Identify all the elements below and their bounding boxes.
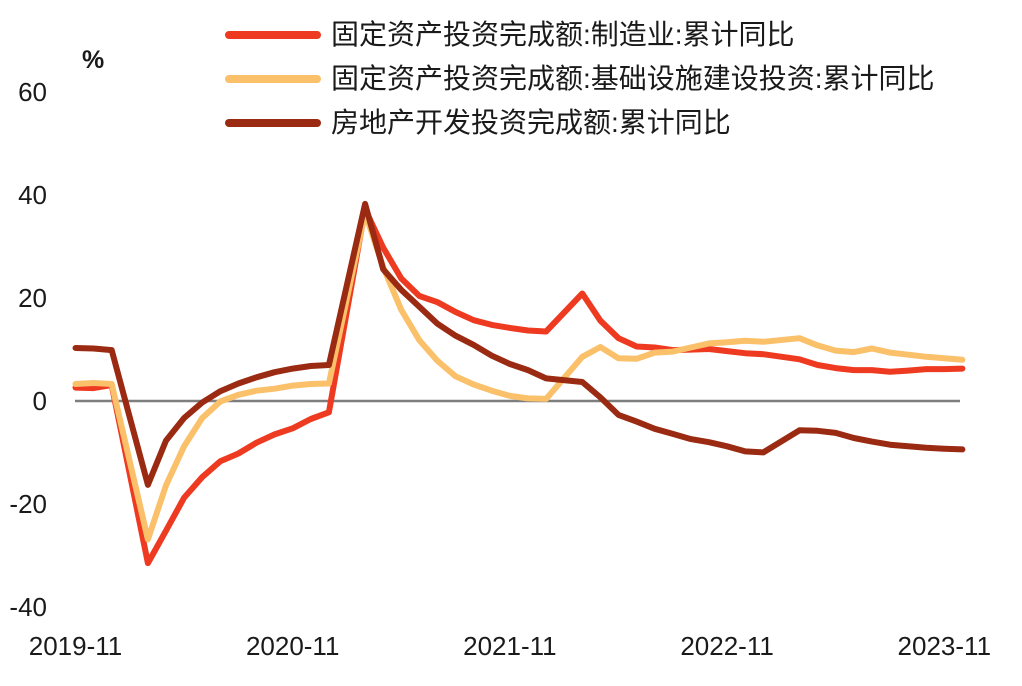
x-tick-label: 2019-11	[28, 631, 123, 661]
legend-swatch-infrastructure	[225, 74, 321, 83]
y-tick-label: -20	[9, 488, 47, 519]
series-line-manufacturing	[72, 206, 966, 567]
legend-label-manufacturing: 固定资产投资完成额:制造业:累计同比	[331, 19, 795, 50]
legend-swatch-real-estate	[225, 118, 321, 127]
y-tick-label: 20	[18, 283, 47, 314]
legend-item-infrastructure: 固定资产投资完成额:基础设施建设投资:累计同比	[225, 63, 935, 94]
legend-label-real-estate: 房地产开发投资完成额:累计同比	[331, 107, 731, 138]
y-tick-label: 60	[18, 77, 47, 108]
y-tick-label: -40	[9, 591, 47, 622]
y-axis-unit-label: %	[82, 46, 105, 74]
y-tick-label: 40	[18, 180, 47, 211]
series-line-infrastructure	[72, 209, 966, 543]
legend-label-infrastructure: 固定资产投资完成额:基础设施建设投资:累计同比	[331, 63, 935, 94]
x-tick-label: 2021-11	[463, 631, 557, 661]
legend-item-manufacturing: 固定资产投资完成额:制造业:累计同比	[225, 19, 935, 50]
x-tick-label: 2023-11	[897, 631, 992, 661]
x-tick-label: 2022-11	[680, 631, 774, 661]
y-tick-label: 0	[32, 386, 47, 416]
series-line-real-estate	[72, 200, 966, 488]
legend: 固定资产投资完成额:制造业:累计同比 固定资产投资完成额:基础设施建设投资:累计…	[225, 19, 935, 151]
legend-swatch-manufacturing	[225, 30, 321, 39]
x-tick-label: 2020-11	[245, 631, 340, 661]
legend-item-real-estate: 房地产开发投资完成额:累计同比	[225, 107, 935, 138]
